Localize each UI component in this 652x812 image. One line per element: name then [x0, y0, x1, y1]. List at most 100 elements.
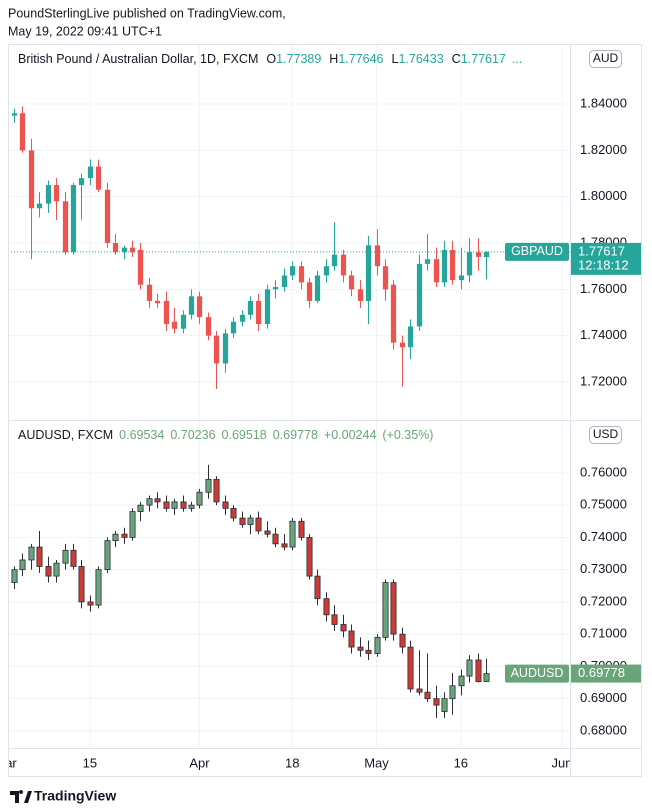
candle-body — [382, 582, 389, 638]
candle-body — [298, 520, 305, 538]
price-label: 0.71000 — [580, 626, 627, 641]
last-price-text: 0.69778 — [578, 665, 625, 680]
legend: AUDUSD, FXCM 0.69534 0.70236 0.69518 0.69778… — [18, 428, 433, 442]
candle-body — [272, 533, 279, 545]
candle-body — [53, 562, 60, 577]
candle-body — [306, 536, 313, 577]
candle-body — [247, 300, 254, 315]
candle-body — [264, 289, 271, 325]
candle-body — [28, 546, 35, 561]
legend: British Pound / Australian Dollar, 1D, F… — [18, 52, 522, 66]
candle-body — [458, 275, 465, 281]
candle-body — [466, 659, 473, 677]
candle-body — [45, 566, 52, 577]
candle-body — [222, 333, 229, 364]
candle-body — [424, 691, 431, 700]
candle-body — [433, 698, 440, 706]
legend-value: 0.69778 — [273, 428, 318, 442]
price-label: 0.68000 — [580, 722, 627, 737]
candle-body — [357, 289, 364, 301]
symbol-tag — [505, 242, 569, 261]
candle-body — [255, 300, 262, 325]
candle-body — [264, 530, 271, 535]
currency-text: AUD — [593, 51, 619, 65]
price-label: 1.72000 — [580, 373, 627, 388]
candle-body — [441, 249, 448, 283]
legend-value: 1.77646 — [338, 52, 383, 66]
candle-body — [171, 501, 178, 509]
candle-body — [289, 266, 296, 276]
publish-date: May 19, 2022 09:41 UTC+1 — [8, 24, 162, 38]
candle-body — [222, 501, 229, 509]
price-label: 0.76000 — [580, 464, 627, 479]
candle-body — [146, 284, 153, 301]
candle-body — [314, 275, 321, 301]
candle-body — [365, 649, 372, 654]
candle-body — [95, 166, 102, 190]
candles — [11, 106, 490, 389]
candle-body — [255, 517, 262, 532]
legend-key: O — [266, 52, 276, 66]
price-label: 1.84000 — [580, 95, 627, 110]
candle-body — [340, 254, 347, 276]
symbol-tag — [505, 664, 569, 683]
legend-key: C — [452, 52, 461, 66]
symbol-tag-text: GBPAUD — [511, 244, 563, 258]
candle-body — [323, 598, 330, 616]
candles — [11, 464, 490, 719]
candle-body — [230, 321, 237, 334]
price-label: 0.69000 — [580, 690, 627, 705]
candle-body — [272, 287, 279, 290]
candle-body — [390, 582, 397, 635]
countdown-text: 12:18:12 — [578, 257, 629, 272]
candle-body — [483, 251, 490, 258]
candle-body — [137, 249, 144, 285]
candle-body — [11, 569, 18, 583]
candle-body — [188, 504, 195, 509]
price-label: 1.82000 — [580, 142, 627, 157]
legend-name: British Pound / Australian Dollar, 1D, F… — [18, 52, 258, 66]
candle-body — [331, 254, 338, 267]
candle-body — [62, 201, 69, 253]
candle-body — [45, 185, 52, 204]
last-price-tag — [571, 664, 641, 683]
candle-body — [188, 296, 195, 315]
candle-body — [171, 321, 178, 329]
time-label: Jun — [552, 755, 573, 770]
candle-body — [399, 342, 406, 348]
time-axis: Mar 15 Apr 18 May 16 Jun — [8, 755, 573, 770]
legend-value: 1.77389 — [276, 52, 321, 66]
candle-body — [314, 575, 321, 600]
candle-body — [298, 266, 305, 283]
candle-body — [348, 630, 355, 648]
candle-body — [433, 259, 440, 283]
legend-value: 0.69518 — [222, 428, 267, 442]
candle-body — [11, 113, 18, 116]
currency-box — [589, 50, 622, 68]
legend-value: 1.77617 — [461, 52, 506, 66]
candle-body — [357, 646, 364, 651]
legend-key: L — [392, 52, 399, 66]
candle-body — [196, 491, 203, 506]
candle-body — [112, 533, 119, 542]
candle-body — [62, 549, 69, 564]
pane: 0.680000.690000.700000.710000.720000.730… — [8, 420, 641, 770]
legend-value: 1.76433 — [398, 52, 443, 66]
candle-body — [390, 284, 397, 343]
candle-body — [416, 263, 423, 327]
candle-body — [340, 624, 347, 632]
candle-body — [19, 113, 26, 151]
price-label: 0.75000 — [580, 497, 627, 512]
brand: TradingView — [34, 788, 116, 804]
candle-body — [87, 166, 94, 179]
candle-body — [70, 549, 77, 567]
candle-body — [104, 189, 111, 244]
price-label: 1.80000 — [580, 188, 627, 203]
candle-body — [289, 520, 296, 548]
candle-body — [458, 675, 465, 687]
candle-body — [281, 543, 288, 548]
candle-body — [449, 249, 456, 281]
candle-body — [129, 247, 136, 253]
time-label: 16 — [454, 755, 468, 770]
